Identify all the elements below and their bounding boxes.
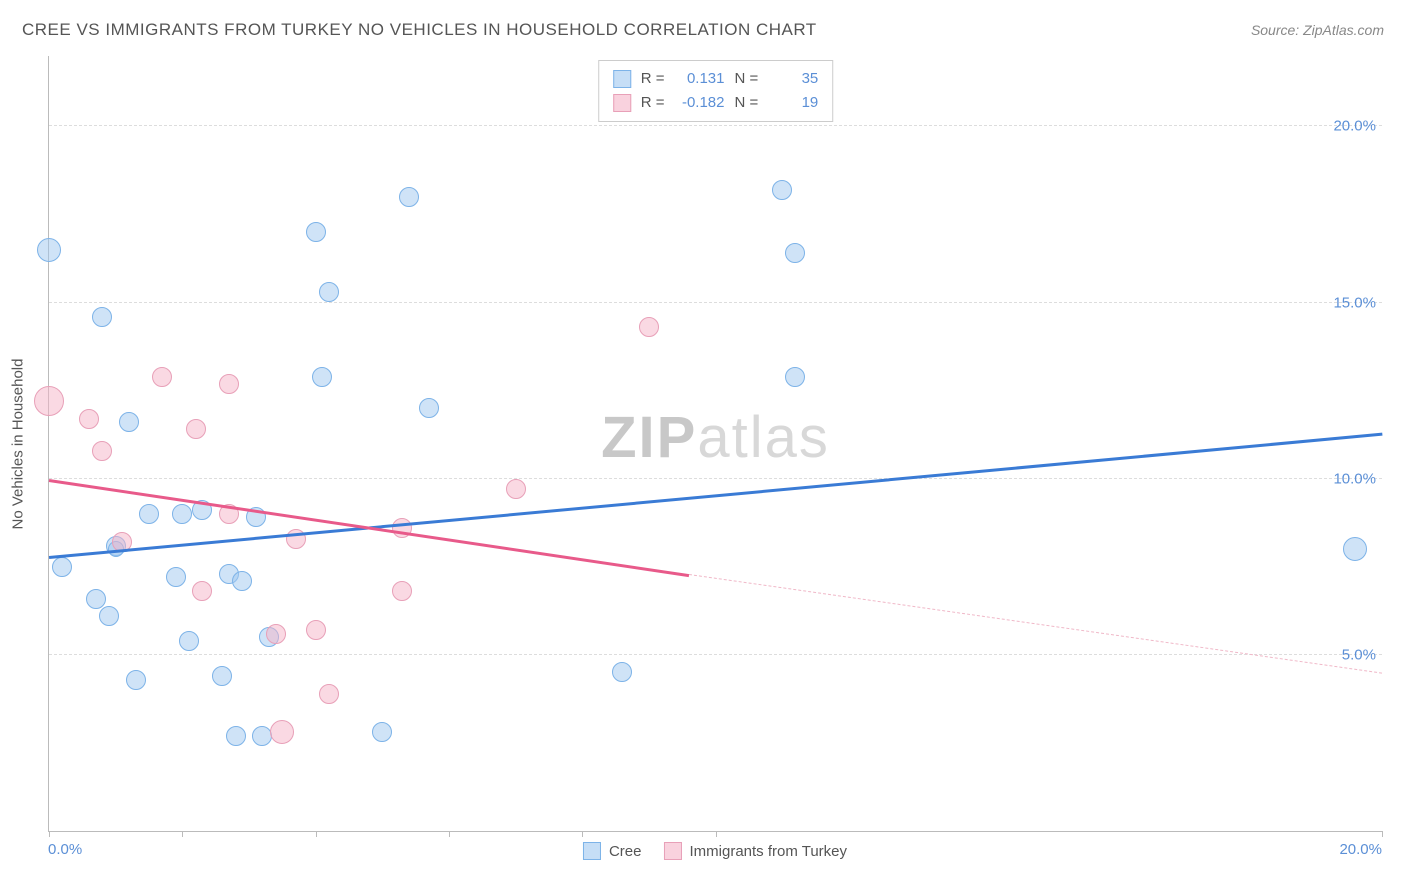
data-point (319, 282, 339, 302)
data-point (99, 606, 119, 626)
legend-label-cree: Cree (609, 843, 642, 860)
data-point (37, 238, 61, 262)
legend-item-cree: Cree (583, 842, 642, 860)
legend-label-turkey: Immigrants from Turkey (689, 843, 847, 860)
r-value-cree: 0.131 (675, 67, 725, 91)
x-tick-max: 20.0% (1339, 841, 1382, 858)
n-value-turkey: 19 (768, 91, 818, 115)
data-point (1343, 537, 1367, 561)
y-axis-label: No Vehicles in Household (10, 359, 27, 530)
data-point (172, 504, 192, 524)
x-tick (449, 831, 450, 837)
n-value-cree: 35 (768, 67, 818, 91)
data-point (392, 581, 412, 601)
data-point (270, 720, 294, 744)
gridline (49, 654, 1382, 655)
data-point (252, 726, 272, 746)
source-label: Source: ZipAtlas.com (1251, 22, 1384, 38)
gridline (49, 302, 1382, 303)
swatch-cree-icon (583, 842, 601, 860)
y-tick-label: 20.0% (1333, 118, 1376, 135)
x-tick (582, 831, 583, 837)
data-point (179, 631, 199, 651)
data-point (785, 243, 805, 263)
data-point (506, 479, 526, 499)
y-tick-label: 5.0% (1342, 646, 1376, 663)
data-point (419, 398, 439, 418)
data-point (192, 581, 212, 601)
data-point (232, 571, 252, 591)
y-tick-label: 15.0% (1333, 294, 1376, 311)
r-label: R = (641, 67, 665, 91)
swatch-turkey-icon (663, 842, 681, 860)
data-point (52, 557, 72, 577)
data-point (92, 307, 112, 327)
data-point (86, 589, 106, 609)
data-point (139, 504, 159, 524)
x-tick (716, 831, 717, 837)
plot-region: ZIPatlas R = 0.131 N = 35 R = -0.182 N =… (48, 56, 1382, 832)
data-point (306, 222, 326, 242)
gridline (49, 478, 1382, 479)
trendline (49, 433, 1382, 559)
x-tick-min: 0.0% (48, 841, 82, 858)
data-point (319, 684, 339, 704)
data-point (119, 412, 139, 432)
watermark: ZIPatlas (601, 403, 830, 470)
legend-row-turkey: R = -0.182 N = 19 (613, 91, 819, 115)
data-point (306, 620, 326, 640)
data-point (126, 670, 146, 690)
data-point (399, 187, 419, 207)
data-point (79, 409, 99, 429)
x-tick (1382, 831, 1383, 837)
r-value-turkey: -0.182 (675, 91, 725, 115)
swatch-turkey (613, 94, 631, 112)
x-tick (49, 831, 50, 837)
r-label: R = (641, 91, 665, 115)
data-point (312, 367, 332, 387)
trendline (689, 574, 1382, 674)
y-tick-label: 10.0% (1333, 470, 1376, 487)
swatch-cree (613, 70, 631, 88)
gridline (49, 125, 1382, 126)
n-label: N = (735, 67, 759, 91)
data-point (226, 726, 246, 746)
data-point (186, 419, 206, 439)
data-point (639, 317, 659, 337)
data-point (92, 441, 112, 461)
data-point (166, 567, 186, 587)
chart-title: CREE VS IMMIGRANTS FROM TURKEY NO VEHICL… (22, 20, 817, 40)
trendline (49, 479, 689, 577)
data-point (219, 374, 239, 394)
n-label: N = (735, 91, 759, 115)
correlation-legend: R = 0.131 N = 35 R = -0.182 N = 19 (598, 60, 834, 122)
data-point (772, 180, 792, 200)
data-point (785, 367, 805, 387)
data-point (372, 722, 392, 742)
x-tick (182, 831, 183, 837)
data-point (212, 666, 232, 686)
legend-item-turkey: Immigrants from Turkey (663, 842, 847, 860)
x-tick (316, 831, 317, 837)
legend-row-cree: R = 0.131 N = 35 (613, 67, 819, 91)
chart-area: ZIPatlas R = 0.131 N = 35 R = -0.182 N =… (48, 56, 1382, 832)
series-legend: Cree Immigrants from Turkey (583, 842, 847, 860)
data-point (266, 624, 286, 644)
data-point (612, 662, 632, 682)
data-point (34, 386, 64, 416)
data-point (152, 367, 172, 387)
